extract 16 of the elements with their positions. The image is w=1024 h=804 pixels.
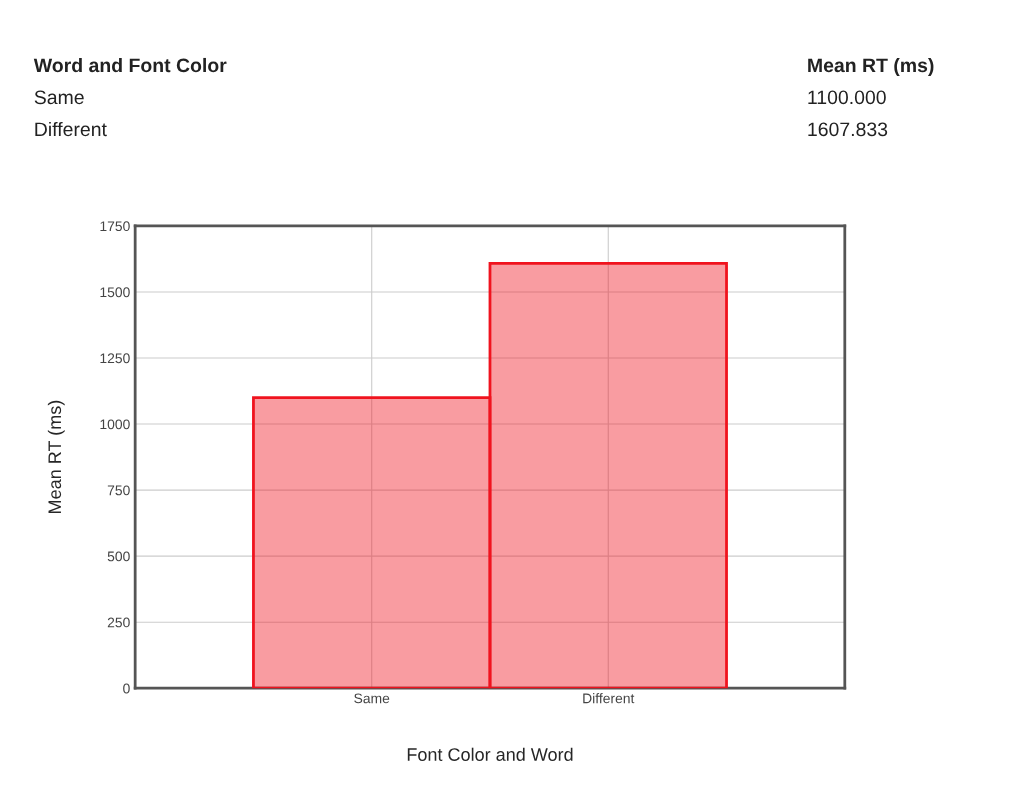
text: Mean RT (ms) (808, 57, 934, 77)
text: 1100.000 (808, 90, 886, 105)
text: Same (34, 90, 84, 105)
x-axis-title: Font Color and Word (407, 747, 573, 761)
text: Word and Font Color (33, 57, 227, 73)
y-tick-label: 750 (107, 485, 130, 496)
y-tick-label: 1250 (100, 353, 130, 364)
text: 1607.833 (808, 122, 888, 137)
y-tick-label: 250 (107, 617, 130, 628)
text: Different (35, 121, 107, 137)
y-tick-label: 1500 (100, 287, 130, 298)
y-tick-label: 1750 (100, 221, 130, 232)
y-axis-title: Mean RT (ms) (47, 400, 65, 513)
y-tick-label: 0 (123, 683, 130, 694)
y-tick-label: 500 (107, 551, 130, 562)
y-tick-label: 1000 (100, 419, 130, 430)
